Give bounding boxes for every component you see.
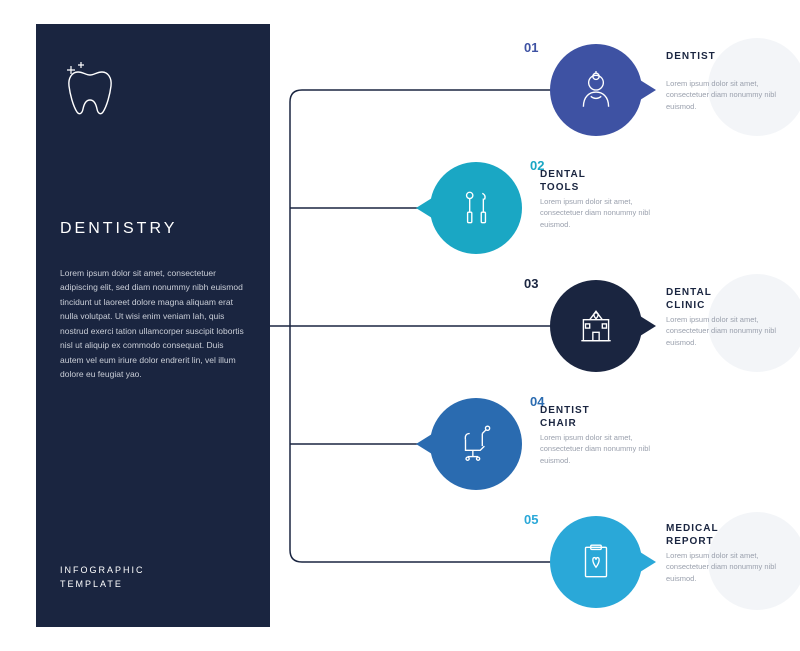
item-icon	[455, 423, 497, 465]
item-title: MEDICAL REPORT	[666, 522, 719, 548]
item-icon	[575, 69, 617, 111]
sidebar: DENTISTRY Lorem ipsum dolor sit amet, co…	[36, 24, 270, 627]
sidebar-title: DENTISTRY	[60, 220, 246, 238]
item-desc: Lorem ipsum dolor sit amet, consectetuer…	[540, 432, 660, 466]
item-title: DENTAL TOOLS	[540, 168, 586, 194]
item-number: 05	[524, 512, 538, 527]
item-circle	[550, 280, 642, 372]
item-circle	[430, 162, 522, 254]
item-number: 03	[524, 276, 538, 291]
infographic-canvas: 01 DENTIST Lorem ipsum dolor sit amet, con…	[270, 24, 780, 627]
item-desc: Lorem ipsum dolor sit amet, consectetuer…	[540, 196, 660, 230]
item-title: DENTIST CHAIR	[540, 404, 590, 430]
item-desc: Lorem ipsum dolor sit amet, consectetuer…	[666, 550, 786, 584]
item-desc: Lorem ipsum dolor sit amet, consectetuer…	[666, 314, 786, 348]
item-circle	[550, 516, 642, 608]
footer-line-1: INFOGRAPHIC	[60, 564, 145, 578]
item-icon	[575, 541, 617, 583]
sidebar-body: Lorem ipsum dolor sit amet, consectetuer…	[60, 266, 246, 382]
item-icon	[455, 187, 497, 229]
tooth-icon	[60, 60, 120, 120]
item-circle	[430, 398, 522, 490]
item-desc: Lorem ipsum dolor sit amet, consectetuer…	[666, 78, 786, 112]
item-circle	[550, 44, 642, 136]
footer-line-2: TEMPLATE	[60, 578, 145, 592]
sidebar-footer: INFOGRAPHIC TEMPLATE	[60, 564, 145, 591]
item-number: 01	[524, 40, 538, 55]
item-title: DENTIST	[666, 50, 716, 63]
item-icon	[575, 305, 617, 347]
item-title: DENTAL CLINIC	[666, 286, 712, 312]
